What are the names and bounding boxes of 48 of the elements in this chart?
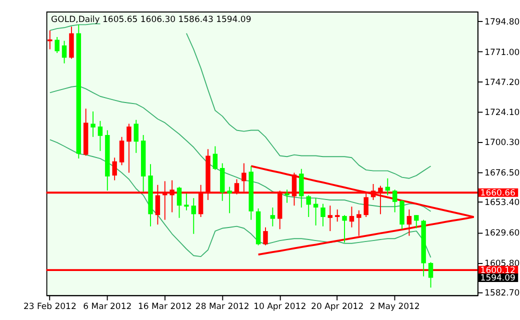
candlestick (400, 200, 404, 230)
x-tick-label: 2 May 2012 (370, 302, 420, 312)
chart-title: GOLD,Daily 1605.65 1606.30 1586.43 1594.09 (51, 14, 252, 25)
candlestick (320, 203, 326, 227)
candlestick (392, 189, 398, 213)
candlestick (328, 205, 333, 232)
y-tick-label: 1582.70 (484, 288, 520, 299)
y-tick-label: 1676.50 (484, 168, 520, 179)
candlestick (119, 136, 124, 166)
candlestick (176, 186, 182, 218)
candlestick (342, 214, 347, 243)
candlestick (212, 146, 218, 170)
candlestick (98, 120, 103, 152)
x-tick-label: 10 Apr 2012 (254, 302, 306, 312)
candlestick (126, 123, 132, 174)
y-tick-label: 1629.60 (484, 228, 520, 239)
candlestick (62, 40, 67, 64)
candlestick (334, 208, 340, 222)
x-tick-label: 28 Mar 2012 (195, 302, 250, 312)
candlestick (90, 110, 96, 138)
x-tick-label: 20 Apr 2012 (311, 302, 364, 312)
candlestick (191, 198, 196, 234)
y-tick-label: 1700.30 (484, 138, 520, 148)
text: 1594.09 (480, 274, 516, 284)
candlestick (299, 168, 304, 208)
y-tick-label: 1747.20 (484, 78, 520, 88)
y-tick-label: 1653.40 (484, 198, 520, 208)
x-tick-label: 16 Mar 2012 (138, 302, 192, 312)
candlestick (263, 226, 268, 246)
candlestick (184, 192, 189, 211)
candlestick (306, 194, 311, 218)
candlestick (54, 36, 60, 54)
candlestick (428, 262, 434, 288)
candlestick (227, 186, 232, 214)
y-tick-label: 1794.80 (484, 17, 520, 28)
candlestick (270, 207, 276, 227)
x-tick-label: 6 Mar 2012 (83, 302, 132, 312)
y-tick-label: 1724.10 (484, 108, 520, 118)
candlestick (284, 189, 290, 204)
y-tick-label: 1771.00 (484, 48, 520, 58)
candlestick (134, 119, 139, 154)
line-series (49, 139, 432, 258)
candlestick (313, 198, 318, 226)
candlestick (414, 214, 419, 229)
candlestick (112, 157, 117, 181)
candlestick (349, 206, 354, 228)
ref-line-label: 1660.66 (480, 188, 516, 198)
x-tick-label: 23 Feb 2012 (23, 302, 76, 312)
